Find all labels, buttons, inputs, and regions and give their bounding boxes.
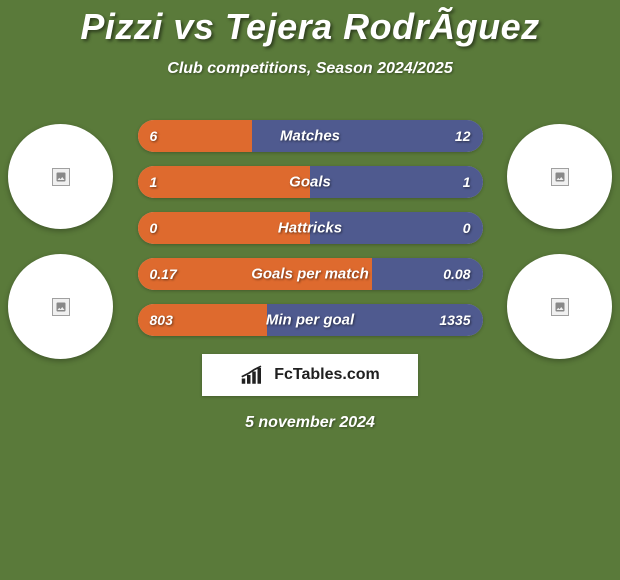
stat-value-right: 1 <box>463 174 471 190</box>
stat-value-left: 0 <box>150 220 158 236</box>
broken-image-icon <box>551 168 569 186</box>
stat-value-left: 1 <box>150 174 158 190</box>
stat-label: Goals <box>289 174 331 191</box>
stat-row: 0 0 Hattricks <box>138 212 483 244</box>
stat-bar-right <box>310 166 483 198</box>
stat-row: 6 12 Matches <box>138 120 483 152</box>
stat-label: Min per goal <box>266 312 354 329</box>
watermark-text: FcTables.com <box>274 366 380 384</box>
broken-image-icon <box>52 298 70 316</box>
stat-row: 0.17 0.08 Goals per match <box>138 258 483 290</box>
player-right-avatar <box>507 124 612 229</box>
stat-value-left: 803 <box>150 312 173 328</box>
subtitle: Club competitions, Season 2024/2025 <box>0 60 620 78</box>
stat-value-right: 0 <box>463 220 471 236</box>
left-avatars <box>8 124 113 359</box>
stat-label: Hattricks <box>278 220 342 237</box>
team-right-avatar <box>507 254 612 359</box>
broken-image-icon <box>52 168 70 186</box>
stat-row: 1 1 Goals <box>138 166 483 198</box>
stat-bar-left <box>138 166 311 198</box>
stat-value-left: 6 <box>150 128 158 144</box>
page-title: Pizzi vs Tejera RodrÃ­guez <box>0 6 620 48</box>
player-left-avatar <box>8 124 113 229</box>
team-left-avatar <box>8 254 113 359</box>
comparison-infographic: Pizzi vs Tejera RodrÃ­guez Club competit… <box>0 0 620 580</box>
stat-value-right: 12 <box>455 128 471 144</box>
stat-value-left: 0.17 <box>150 266 177 282</box>
broken-image-icon <box>551 298 569 316</box>
watermark: FcTables.com <box>202 354 418 396</box>
stat-value-right: 0.08 <box>443 266 470 282</box>
stats-chart: 6 12 Matches 1 1 Goals 0 0 Hattricks 0.17 0.08 Goal… <box>138 120 483 336</box>
date-label: 5 november 2024 <box>0 414 620 432</box>
stat-value-right: 1335 <box>439 312 470 328</box>
stat-row: 803 1335 Min per goal <box>138 304 483 336</box>
stat-label: Matches <box>280 128 340 145</box>
stat-label: Goals per match <box>251 266 369 283</box>
watermark-logo-icon <box>240 364 268 386</box>
right-avatars <box>507 124 612 359</box>
